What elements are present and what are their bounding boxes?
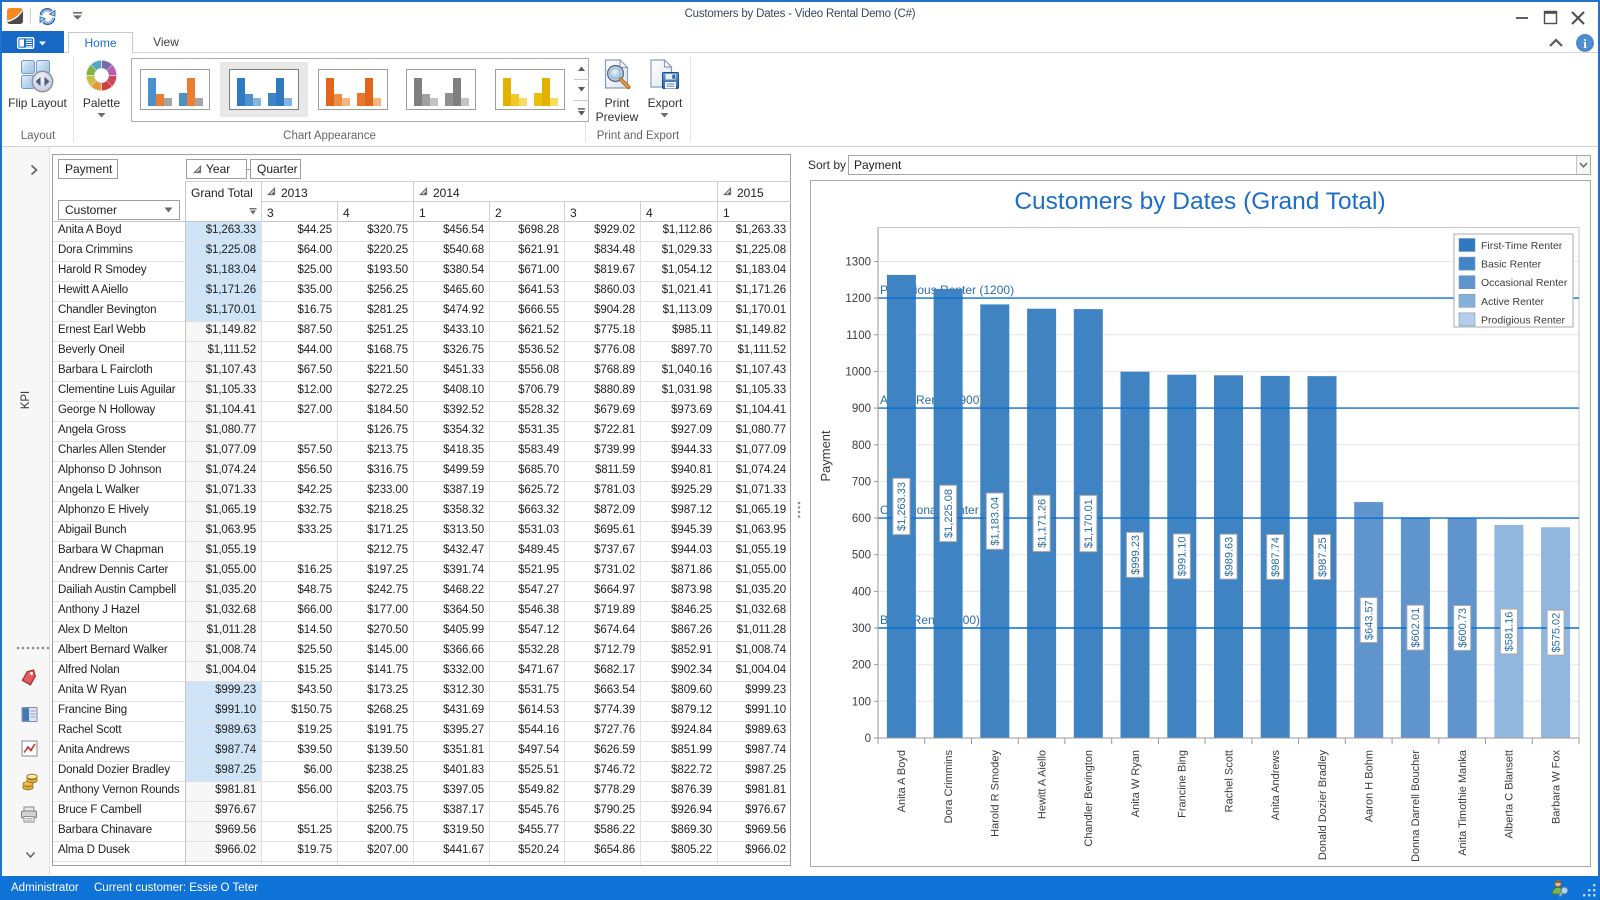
svg-text:Donna Darrell Boucher: Donna Darrell Boucher [1410, 750, 1422, 862]
svg-text:900: 900 [852, 403, 871, 415]
svg-text:Dora Crimmins: Dora Crimmins [943, 750, 955, 824]
svg-text:300: 300 [852, 623, 871, 635]
svg-text:100: 100 [852, 696, 871, 708]
svg-text:$581.16: $581.16 [1504, 612, 1516, 652]
svg-text:Harold R Smodey: Harold R Smodey [990, 750, 1002, 837]
svg-text:First-Time Renter: First-Time Renter [1481, 240, 1563, 252]
svg-text:$991.10: $991.10 [1177, 537, 1189, 577]
svg-text:$1,170.01: $1,170.01 [1083, 499, 1095, 548]
svg-text:$1,263.33: $1,263.33 [896, 482, 908, 531]
svg-text:$602.01: $602.01 [1410, 608, 1422, 648]
svg-text:Payment: Payment [818, 430, 833, 482]
svg-text:Barbara W Fox: Barbara W Fox [1550, 750, 1562, 824]
svg-text:0: 0 [865, 733, 871, 745]
svg-text:1100: 1100 [846, 330, 871, 342]
svg-text:i: i [1583, 36, 1587, 51]
svg-text:Rachel Scott: Rachel Scott [1223, 750, 1235, 812]
svg-text:$987.25: $987.25 [1317, 537, 1329, 577]
svg-text:Anita Timothie Manka: Anita Timothie Manka [1457, 749, 1469, 856]
svg-text:1200: 1200 [845, 293, 871, 305]
svg-text:600: 600 [852, 513, 871, 525]
svg-text:Prodigious Renter: Prodigious Renter [1481, 314, 1566, 326]
svg-text:500: 500 [852, 550, 871, 562]
svg-text:$643.57: $643.57 [1364, 600, 1376, 640]
svg-text:Active Renter: Active Renter [1481, 296, 1545, 308]
svg-text:$575.02: $575.02 [1550, 613, 1562, 653]
svg-text:400: 400 [852, 586, 871, 598]
svg-text:800: 800 [852, 440, 871, 452]
svg-text:Anita A Boyd: Anita A Boyd [896, 750, 908, 812]
svg-text:Donald Dozier Bradley: Donald Dozier Bradley [1317, 750, 1329, 861]
svg-text:Anita W Ryan: Anita W Ryan [1130, 750, 1142, 817]
svg-text:1300: 1300 [845, 257, 871, 269]
svg-text:Francine Bing: Francine Bing [1177, 750, 1189, 818]
svg-text:$600.73: $600.73 [1457, 608, 1469, 648]
svg-text:Aaron H Bohm: Aaron H Bohm [1364, 750, 1376, 822]
svg-text:700: 700 [852, 476, 871, 488]
svg-text:$989.63: $989.63 [1223, 537, 1235, 577]
svg-text:200: 200 [852, 660, 871, 672]
svg-text:Anita Andrews: Anita Andrews [1270, 750, 1282, 821]
svg-text:Alberta C Blansett: Alberta C Blansett [1504, 750, 1516, 839]
svg-text:Occasional Renter: Occasional Renter [1481, 277, 1568, 289]
svg-text:$987.74: $987.74 [1270, 537, 1282, 577]
svg-text:Hewitt A Aiello: Hewitt A Aiello [1036, 750, 1048, 819]
svg-text:$1,225.08: $1,225.08 [943, 489, 955, 538]
svg-text:Chandler Bevington: Chandler Bevington [1083, 750, 1095, 847]
svg-text:Basic Renter: Basic Renter [1481, 259, 1542, 271]
svg-text:Customers by Dates (Grand Tota: Customers by Dates (Grand Total) [1014, 188, 1385, 215]
svg-text:$1,171.26: $1,171.26 [1036, 499, 1048, 548]
svg-text:$999.23: $999.23 [1130, 535, 1142, 575]
svg-text:1000: 1000 [845, 367, 871, 379]
svg-text:$1,183.04: $1,183.04 [990, 497, 1002, 546]
